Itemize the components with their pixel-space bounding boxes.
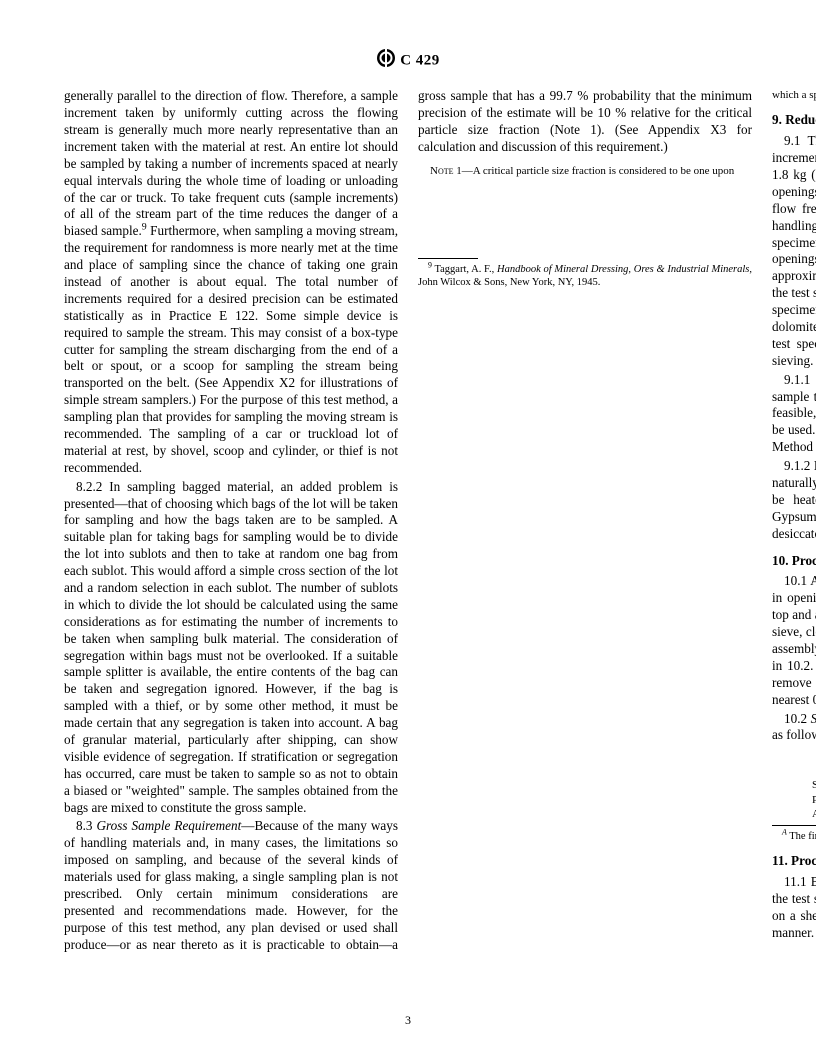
footnote-9: 9 Taggart, A. F., Handbook of Mineral Dr… [418,263,752,289]
text: generally parallel to the direction of f… [64,88,398,238]
note-text: A critical particle size fraction is con… [473,165,734,177]
text: 11.1 Before shaking, mix 1 g of tricalci… [784,874,816,889]
table-cell-label: Potassium carbonate (potash)A [772,793,816,807]
designation-text: C 429 [400,53,440,69]
section-9-heading: 9. Reduction of the Sample for Analysis [772,112,816,129]
shaking-time-table: Time, min Sodium carbonate (soda ash) 10… [772,750,816,820]
note-1: Note 1—A critical particle size fraction… [418,164,752,178]
text: The finest sieve used shall be the No. 5… [789,831,816,842]
table-cell-label: Sodium carbonate (soda ash) [772,778,816,792]
para-8-2-2: 8.2.2 In sampling bagged material, an ad… [64,479,398,817]
text: Potassium carbonate (potash) [812,794,816,806]
text: —The shaking time for this test method i… [772,711,816,743]
note-1-cont: which a specification for purchase or us… [772,88,816,102]
table-footnote-a: A The finest sieve used shall be the No.… [772,830,816,843]
text: 11. Procedure for Burned Dolomite [772,853,816,868]
page-number: 3 [0,1013,816,1028]
para-10-2: 10.2 Shaking Time—The shaking time for t… [772,711,816,745]
section-11-heading: 11. Procedure for Burned Dolomite (Note … [772,853,816,870]
table-row: All other materials 15 [772,807,816,821]
runin-heading: Gross Sample Requirement [97,818,242,833]
footnote-text: Taggart, A. F., Handbook of Mineral Dres… [418,264,752,288]
text: , with the coarsest on top and a pan on … [772,590,816,706]
para-10-1: 10.1 Assemble in order the selected siev… [772,573,816,708]
two-column-body: generally parallel to the direction of f… [64,88,752,968]
footnote-rule [418,258,478,259]
para-9-1-1: 9.1.1 When reduction of the gross sample… [772,372,816,456]
table-rule [772,825,816,826]
table-cell-label: All other materials [772,807,816,821]
text: Furthermore, when sampling a moving stre… [64,223,398,474]
table-row: Sodium carbonate (soda ash) 10 [772,778,816,792]
astm-logo [376,48,396,74]
section-10-heading: 10. Procedure for Mechanical Sieving [772,553,816,570]
page-header: C 429 [64,48,752,74]
footnotes-left-col: 9 Taggart, A. F., Handbook of Mineral Dr… [418,258,752,289]
para-9-1-2: 9.1.2 Most materials can be dried at 105… [772,458,816,542]
para-8-2-1-cont: generally parallel to the direction of f… [64,88,398,476]
runin-heading: Shaking Time [811,711,816,726]
para-9-1: 9.1 The gross sample obtained by combini… [772,133,816,369]
table-row: Potassium carbonate (potash)A 5 [772,793,816,807]
note-label: Note 1— [430,165,473,177]
text: 10.1 Assemble in order the selected siev… [772,573,816,605]
